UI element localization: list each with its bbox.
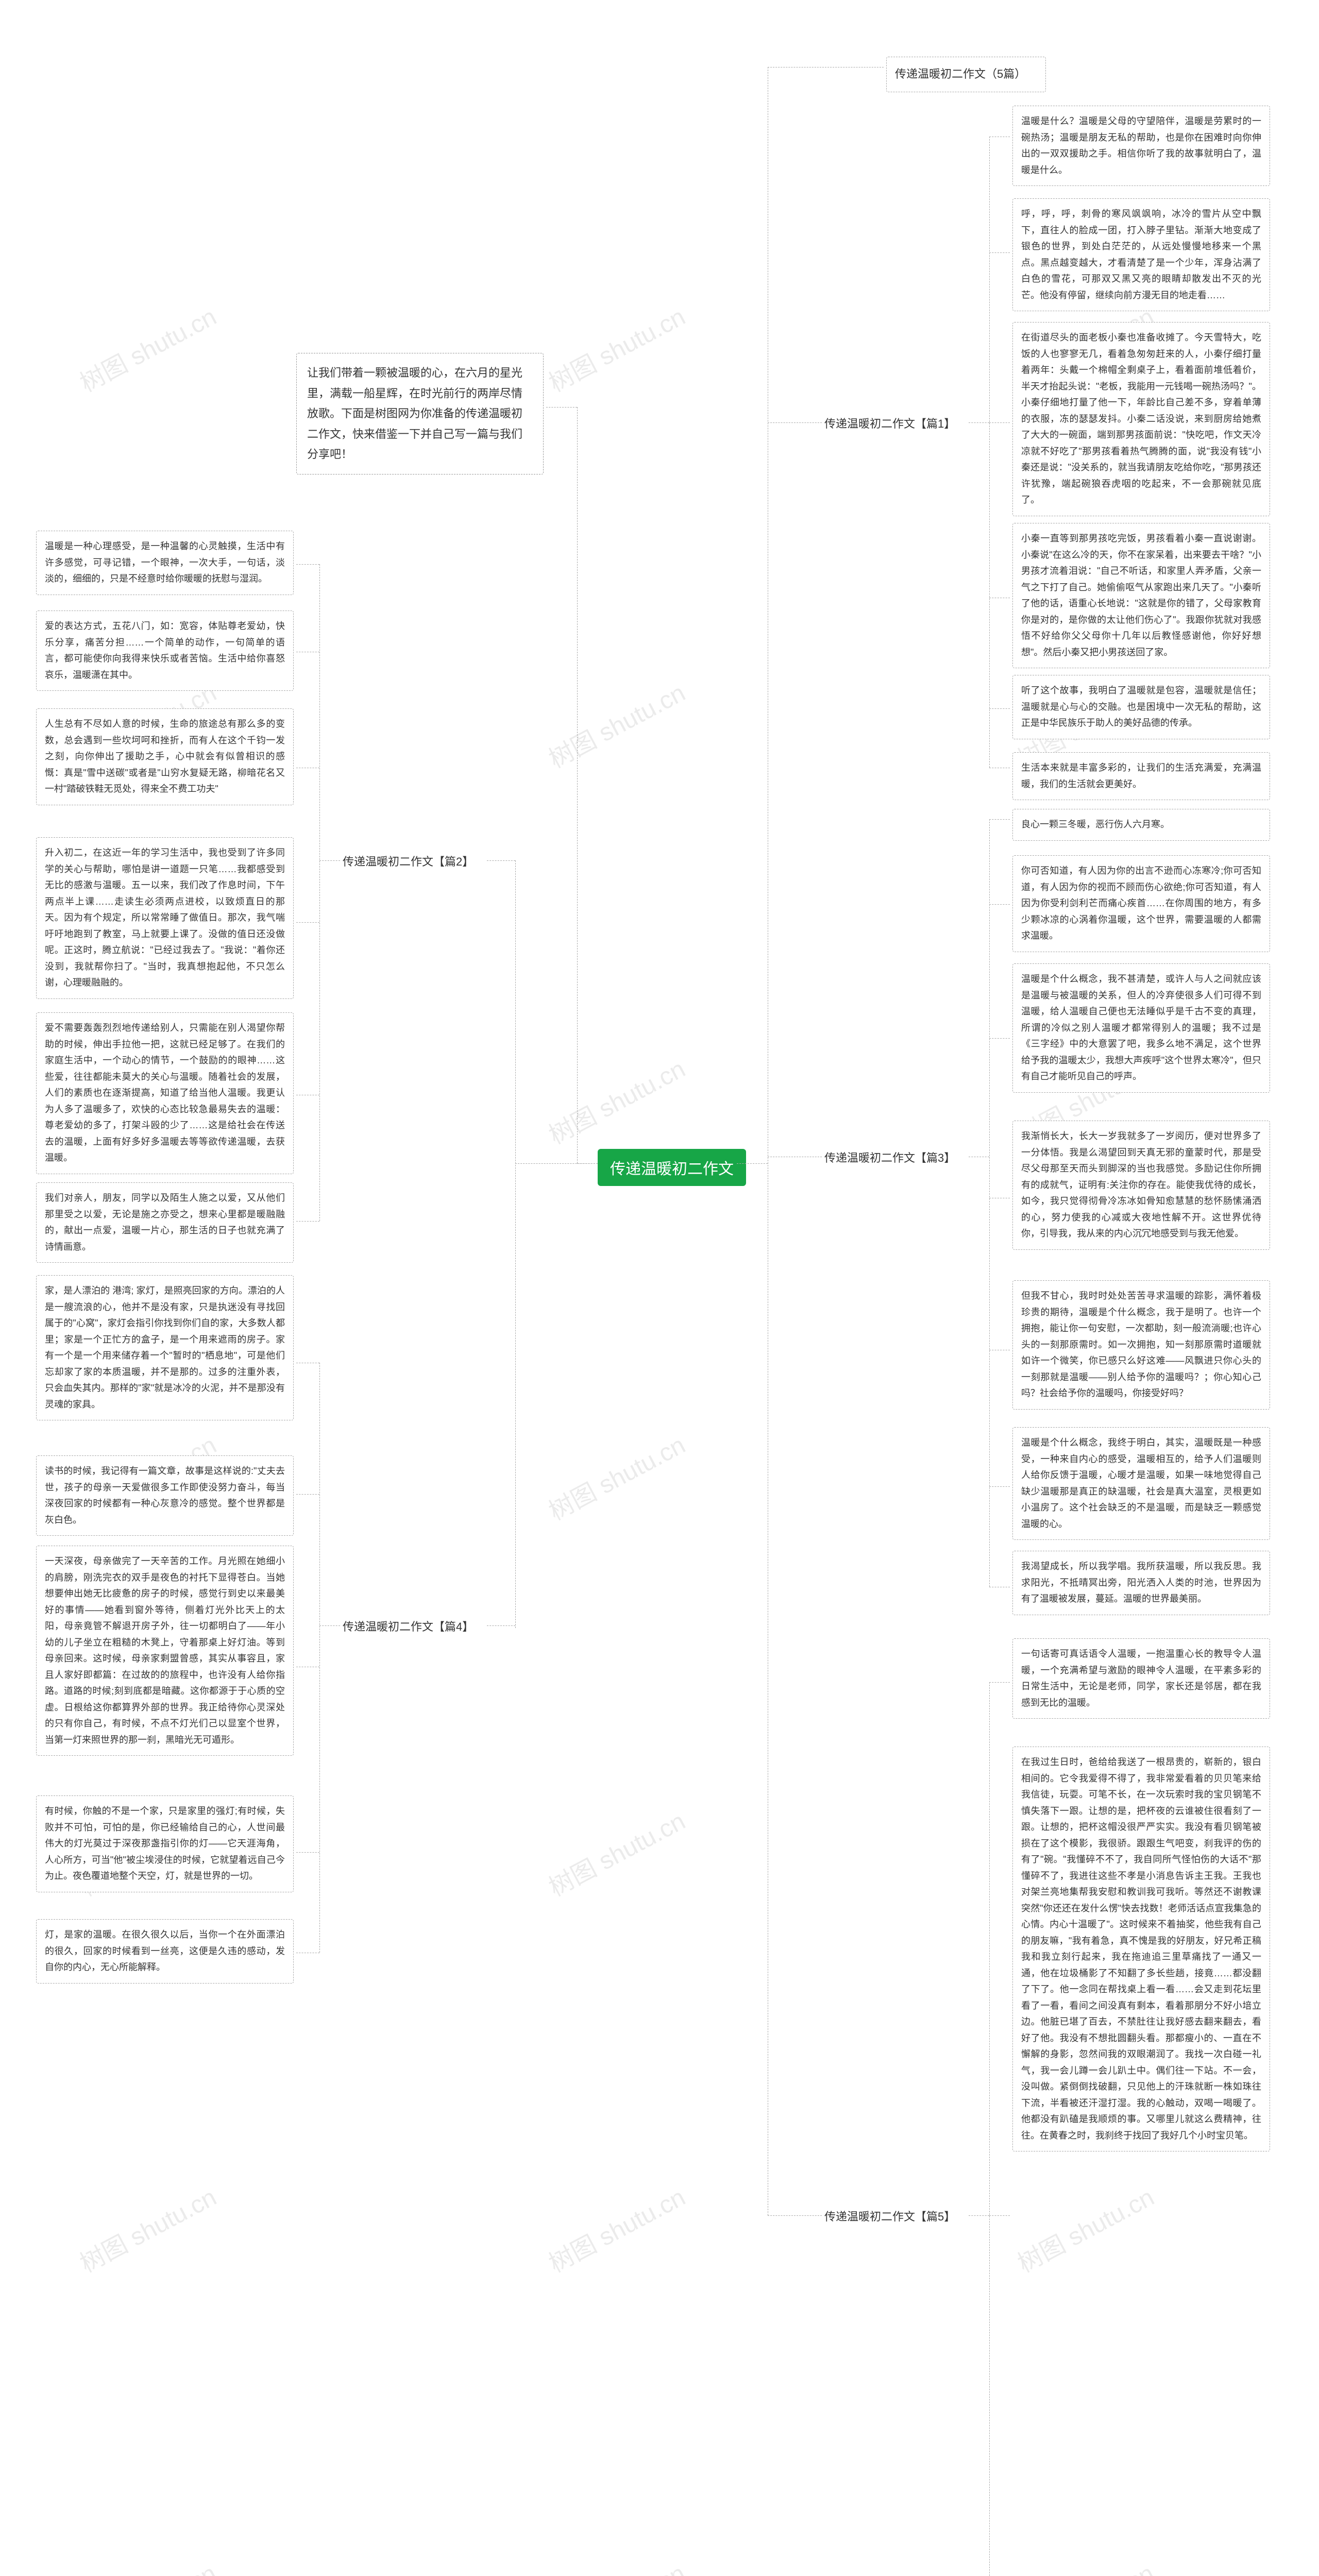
watermark: 树图 shutu.cn <box>542 673 691 775</box>
leaf-text: 良心一颗三冬暖，恶行伤人六月寒。 <box>1012 809 1270 841</box>
watermark: 树图 shutu.cn <box>542 2177 691 2279</box>
leaf-text: 我渴望成长，所以我学唱。我所获温暖，所以我反思。我求阳光，不抵晴冥出旁，阳光洒入… <box>1012 1551 1270 1615</box>
leaf-text: 一句话寄可真话语令人温暖，一抱温重心长的教导令人温暖，一个充满希望与激励的眼神令… <box>1012 1638 1270 1719</box>
branch-4-label: 传递温暖初二作文【篇4】 <box>343 1618 474 1634</box>
leaf-text: 升入初二，在这近一年的学习生活中，我也受到了许多同学的关心与帮助，哪怕是讲一道题… <box>36 837 294 999</box>
watermark: 树图 shutu.cn <box>542 1049 691 1151</box>
leaf-text: 我渐悄长大，长大一岁我就多了一岁阅历，便对世界多了一分体悟。我是么渴望回到天真无… <box>1012 1121 1270 1250</box>
intro-text: 让我们带着一颗被温暖的心，在六月的星光里，满载一船星辉，在时光前行的两岸尽情放歌… <box>296 353 544 474</box>
leaf-text: 家，是人漂泊的 港湾; 家灯，是照亮回家的方向。漂泊的人是一艘流浪的心，他并不是… <box>36 1275 294 1420</box>
branch-5-label: 传递温暖初二作文【篇5】 <box>824 2208 955 2224</box>
leaf-text: 你可否知道，有人因为你的出言不逊而心冻寒冷;你可否知道，有人因为你的视而不顾而伤… <box>1012 855 1270 952</box>
watermark: 树图 shutu.cn <box>542 1425 691 1527</box>
watermark: 树图 shutu.cn <box>1010 2177 1160 2279</box>
leaf-text: 但我不甘心，我时时处处苦苦寻求温暖的踪影，满怀着极珍贵的期待，温暖是个什么概念，… <box>1012 1280 1270 1410</box>
leaf-text: 人生总有不尽如人意的时候，生命的旅途总有那么多的变数，总会遇到一些坎坷呵和挫折，… <box>36 708 294 805</box>
branch-1-label: 传递温暖初二作文【篇1】 <box>824 415 955 431</box>
branch-3-label: 传递温暖初二作文【篇3】 <box>824 1149 955 1165</box>
leaf-text: 有时候，你触的不是一个家，只是家里的强灯;有时候，失败并不可怕，可怕的是，你已经… <box>36 1795 294 1892</box>
leaf-text: 我们对亲人，朋友，同学以及陌生人施之以爱，又从他们那里受之以爱，无论是施之亦受之… <box>36 1182 294 1263</box>
leaf-text: 一天深夜，母亲做完了一天辛苦的工作。月光照在她细小的肩膀，刚洗完衣的双手是夜色的… <box>36 1546 294 1756</box>
leaf-text: 读书的时候，我记得有一篇文章，故事是这样说的:"丈夫去世，孩子的母亲一天爱做很多… <box>36 1455 294 1536</box>
leaf-text: 温暖是什么？温暖是父母的守望陪伴，温暖是劳累时的一碗热汤；温暖是朋友无私的帮助，… <box>1012 106 1270 186</box>
leaf-text: 小秦一直等到那男孩吃完饭，男孩看着小秦一直说谢谢。小秦说"在这么冷的天，你不在家… <box>1012 523 1270 668</box>
leaf-text: 听了这个故事，我明白了温暖就是包容，温暖就是信任；温暖就是心与心的交融。也是困境… <box>1012 675 1270 739</box>
watermark: 树图 shutu.cn <box>542 1801 691 1903</box>
watermark: 树图 shutu.cn <box>73 2177 222 2279</box>
leaf-text: 呼，呼，呼，刺骨的寒风飒飒响，冰冷的雪片从空中飘下，直往人的脸成一团，打入脖子里… <box>1012 198 1270 311</box>
watermark: 树图 shutu.cn <box>1010 2553 1160 2576</box>
leaf-text: 爱不需要轰轰烈烈地传递给别人，只需能在别人渴望你帮助的时候，伸出手拉他一把，这就… <box>36 1012 294 1174</box>
leaf-text: 温暖是一种心理感受，是一种温馨的心灵触摸，生活中有许多感觉，可寻记错，一个眼神，… <box>36 531 294 595</box>
leaf-text: 在我过生日时，爸给给我送了一根昂贵的，崭新的，银白相间的。它令我爱得不得了，我非… <box>1012 1747 1270 2151</box>
watermark: 树图 shutu.cn <box>73 2553 222 2576</box>
watermark: 树图 shutu.cn <box>542 297 691 399</box>
leaf-text: 灯，是家的温暖。在很久很久以后，当你一个在外面漂泊的很久，回家的时候看到一丝亮，… <box>36 1919 294 1984</box>
leaf-text: 在街道尽头的面老板小秦也准备收摊了。今天雪特大，吃饭的人也寥寥无几，看着急匆匆赶… <box>1012 322 1270 516</box>
title-node: 传递温暖初二作文（5篇） <box>886 57 1046 92</box>
leaf-text: 温暖是个什么概念，我终于明白，其实，温暖既是一种感受，一种来自内心的感受，温暖相… <box>1012 1427 1270 1540</box>
watermark: 树图 shutu.cn <box>73 297 222 399</box>
leaf-text: 温暖是个什么概念，我不甚清楚，或许人与人之间就应该是温暖与被温暖的关系，但人的冷… <box>1012 963 1270 1093</box>
leaf-text: 爱的表达方式，五花八门，如：宽容，体贴尊老爱幼，快乐分享，痛苦分担……一个简单的… <box>36 611 294 691</box>
watermark: 树图 shutu.cn <box>542 2553 691 2576</box>
branch-2-label: 传递温暖初二作文【篇2】 <box>343 853 474 869</box>
leaf-text: 生活本来就是丰富多彩的，让我们的生活充满爱，充满温暖，我们的生活就会更美好。 <box>1012 752 1270 800</box>
root-node: 传递温暖初二作文 <box>598 1149 746 1186</box>
